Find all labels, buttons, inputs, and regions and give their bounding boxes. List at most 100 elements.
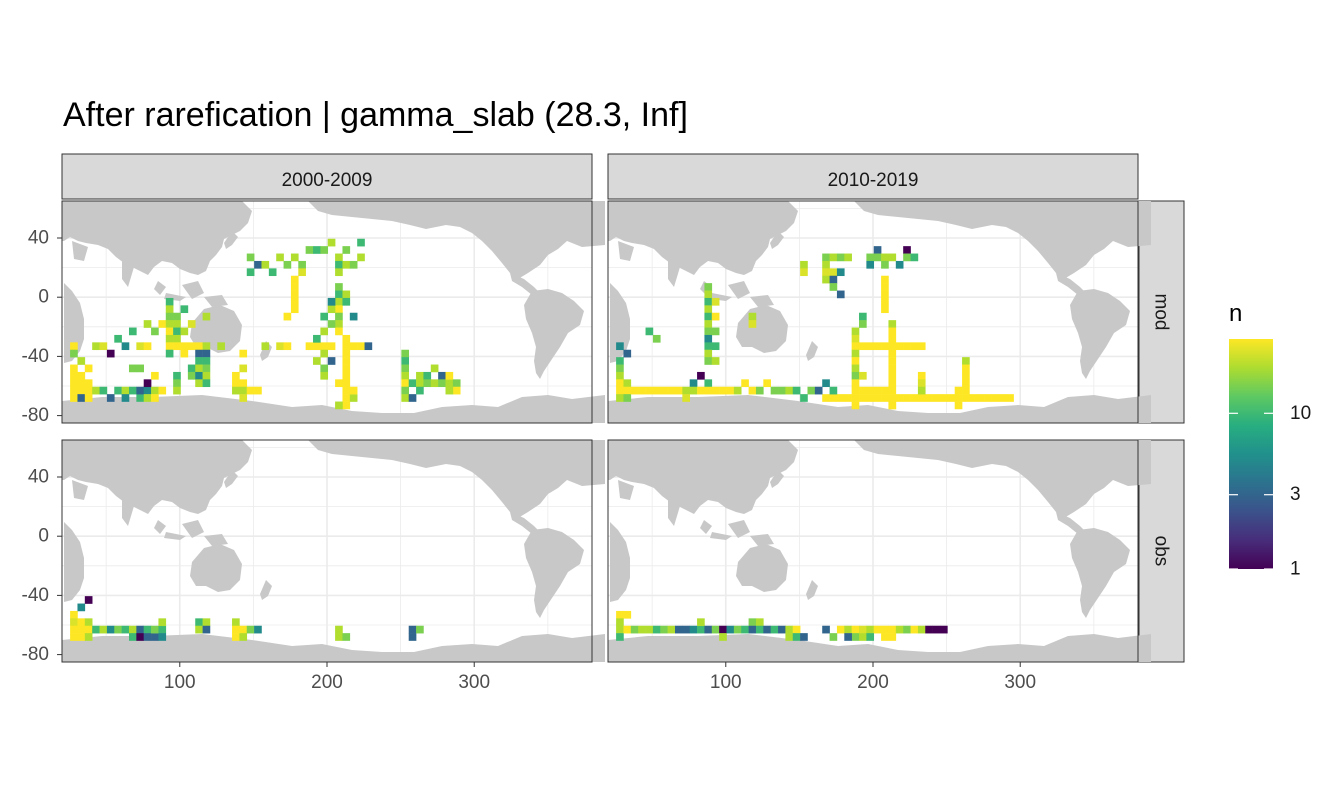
heatmap-cell xyxy=(616,371,624,380)
heatmap-cell xyxy=(342,379,351,388)
heatmap-cell xyxy=(984,394,992,402)
heatmap-cell xyxy=(888,401,897,410)
heatmap-cell xyxy=(888,633,897,641)
heatmap-cell xyxy=(616,357,624,365)
heatmap-cell xyxy=(77,371,86,380)
heatmap-cell xyxy=(888,371,897,380)
heatmap-cell xyxy=(239,394,248,402)
heatmap-cell xyxy=(800,394,808,402)
heatmap-cell xyxy=(128,386,137,395)
heatmap-cell xyxy=(910,394,919,402)
heatmap-cell xyxy=(881,305,889,314)
heatmap-cell xyxy=(917,386,926,395)
heatmap-cell xyxy=(770,386,779,395)
heatmap-cell xyxy=(143,320,152,328)
heatmap-cell xyxy=(342,290,351,299)
heatmap-cell xyxy=(290,290,299,299)
heatmap-cell xyxy=(726,386,735,395)
heatmap-cell xyxy=(704,283,713,291)
heatmap-cell xyxy=(77,394,86,402)
heatmap-cell xyxy=(792,386,801,395)
heatmap-cell xyxy=(800,633,808,641)
heatmap-cell xyxy=(408,625,417,634)
heatmap-cell xyxy=(704,312,713,321)
heatmap-cell xyxy=(239,386,248,395)
heatmap-cell xyxy=(881,290,889,299)
heatmap-cell xyxy=(342,364,351,373)
heatmap-cell xyxy=(888,320,897,328)
heatmap-cell xyxy=(195,349,203,358)
heatmap-cell xyxy=(719,386,727,395)
heatmap-cell xyxy=(888,334,897,343)
heatmap-cell xyxy=(748,386,757,395)
x-tick-label: 200 xyxy=(857,672,889,693)
heatmap-cell xyxy=(682,386,691,395)
heatmap-cell xyxy=(106,349,115,358)
heatmap-cell xyxy=(173,379,181,388)
heatmap-cell xyxy=(1006,394,1014,402)
heatmap-cell xyxy=(423,379,432,388)
heatmap-cell xyxy=(165,305,174,314)
heatmap-cell xyxy=(335,297,343,306)
heatmap-cell xyxy=(276,253,284,262)
heatmap-cell xyxy=(239,633,248,641)
heatmap-cell xyxy=(173,386,181,395)
heatmap-cell xyxy=(180,349,189,358)
heatmap-cell xyxy=(254,386,262,395)
heatmap-cell xyxy=(792,625,801,634)
heatmap-cell xyxy=(158,633,167,641)
heatmap-cell xyxy=(866,260,875,269)
heatmap-cell xyxy=(239,349,248,358)
heatmap-cell xyxy=(128,327,137,336)
y-tick-label: 40 xyxy=(28,228,49,249)
heatmap-cell xyxy=(283,342,292,351)
heatmap-cell xyxy=(335,283,343,291)
heatmap-cell xyxy=(851,394,860,402)
heatmap-cell xyxy=(704,386,713,395)
heatmap-cell xyxy=(962,371,970,380)
heatmap-cell xyxy=(932,394,941,402)
heatmap-cell xyxy=(851,386,860,395)
heatmap-cell xyxy=(785,625,794,634)
heatmap-cell xyxy=(327,305,336,314)
heatmap-cell xyxy=(305,246,314,254)
heatmap-cell xyxy=(822,625,830,634)
heatmap-cell xyxy=(70,610,78,619)
heatmap-cell xyxy=(313,357,321,365)
heatmap-cell xyxy=(616,633,624,641)
heatmap-cell xyxy=(623,349,632,358)
heatmap-cell xyxy=(616,342,624,351)
heatmap-cell xyxy=(800,268,808,277)
heatmap-cell xyxy=(888,357,897,365)
heatmap-cell xyxy=(814,386,823,395)
heatmap-cell xyxy=(92,625,100,634)
heatmap-cell xyxy=(866,253,875,262)
heatmap-cell xyxy=(719,633,727,641)
heatmap-cell xyxy=(335,633,343,641)
heatmap-cell xyxy=(873,253,882,262)
heatmap-cell xyxy=(180,342,189,351)
heatmap-cell xyxy=(165,320,174,328)
heatmap-cell xyxy=(423,371,432,380)
heatmap-cell xyxy=(106,625,115,634)
heatmap-cell xyxy=(77,357,86,365)
heatmap-cell xyxy=(151,625,159,634)
heatmap-cell xyxy=(327,320,336,328)
y-tick-label: -80 xyxy=(22,405,49,426)
heatmap-cell xyxy=(114,386,122,395)
heatmap-cell xyxy=(320,342,329,351)
heatmap-cell xyxy=(335,312,343,321)
heatmap-cell xyxy=(143,394,152,402)
heatmap-cell xyxy=(748,320,757,328)
heatmap-cell xyxy=(77,633,86,641)
heatmap-cell xyxy=(195,342,203,351)
heatmap-cell xyxy=(202,349,211,358)
legend-title: n xyxy=(1229,300,1242,327)
heatmap-cell xyxy=(682,625,691,634)
heatmap-cell xyxy=(910,253,919,262)
heatmap-cell xyxy=(962,394,970,402)
heatmap-cell xyxy=(711,327,720,336)
x-tick-label: 100 xyxy=(164,672,196,693)
heatmap-cell xyxy=(195,364,203,373)
heatmap-cell xyxy=(623,610,632,619)
